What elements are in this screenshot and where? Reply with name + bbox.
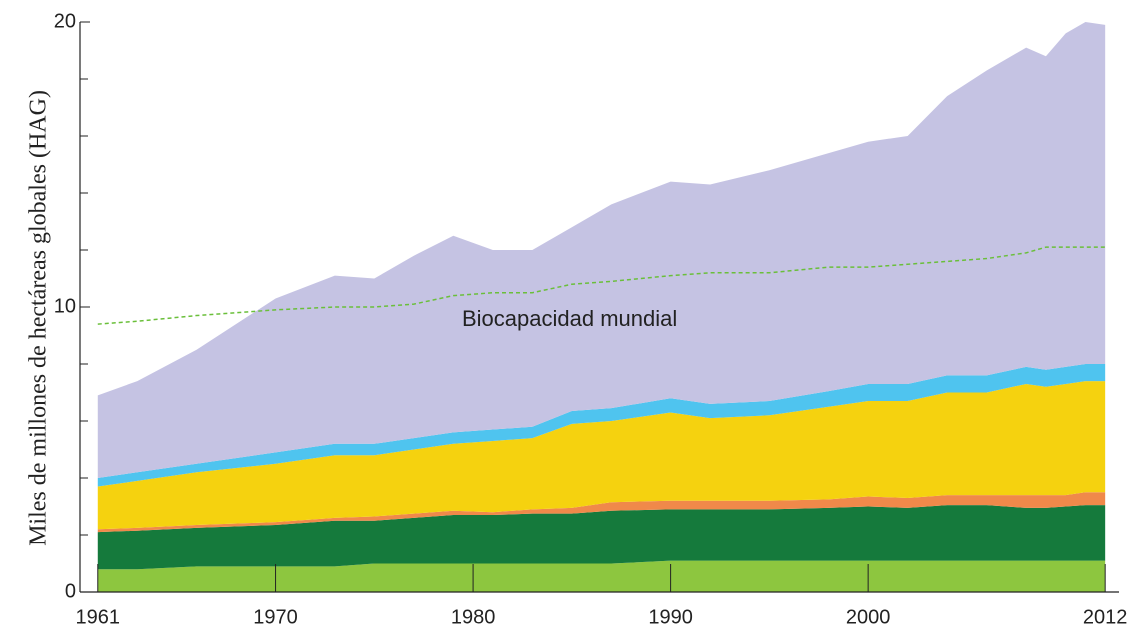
x-tick-label: 1970 [253, 606, 298, 628]
y-tick-label: 20 [54, 10, 76, 32]
area [97, 22, 1106, 478]
area [97, 381, 1106, 530]
x-tick-label: 1990 [648, 606, 693, 628]
y-tick-label: 10 [54, 295, 76, 317]
area [97, 364, 1106, 487]
x-tick-label: 1961 [76, 606, 121, 628]
y-axis-label: Miles de millones de hectáreas globales … [26, 90, 52, 546]
line-annotation: Biocapacidad mundial [462, 306, 677, 331]
area [97, 560, 1106, 592]
biocapacity-line [97, 246, 1106, 325]
x-tick-label: 1980 [451, 606, 496, 628]
x-tick-label: 2012 [1083, 606, 1128, 628]
area [97, 492, 1106, 533]
y-tick-label: 0 [65, 580, 76, 602]
area [97, 505, 1106, 570]
x-tick-label: 2000 [846, 606, 891, 628]
